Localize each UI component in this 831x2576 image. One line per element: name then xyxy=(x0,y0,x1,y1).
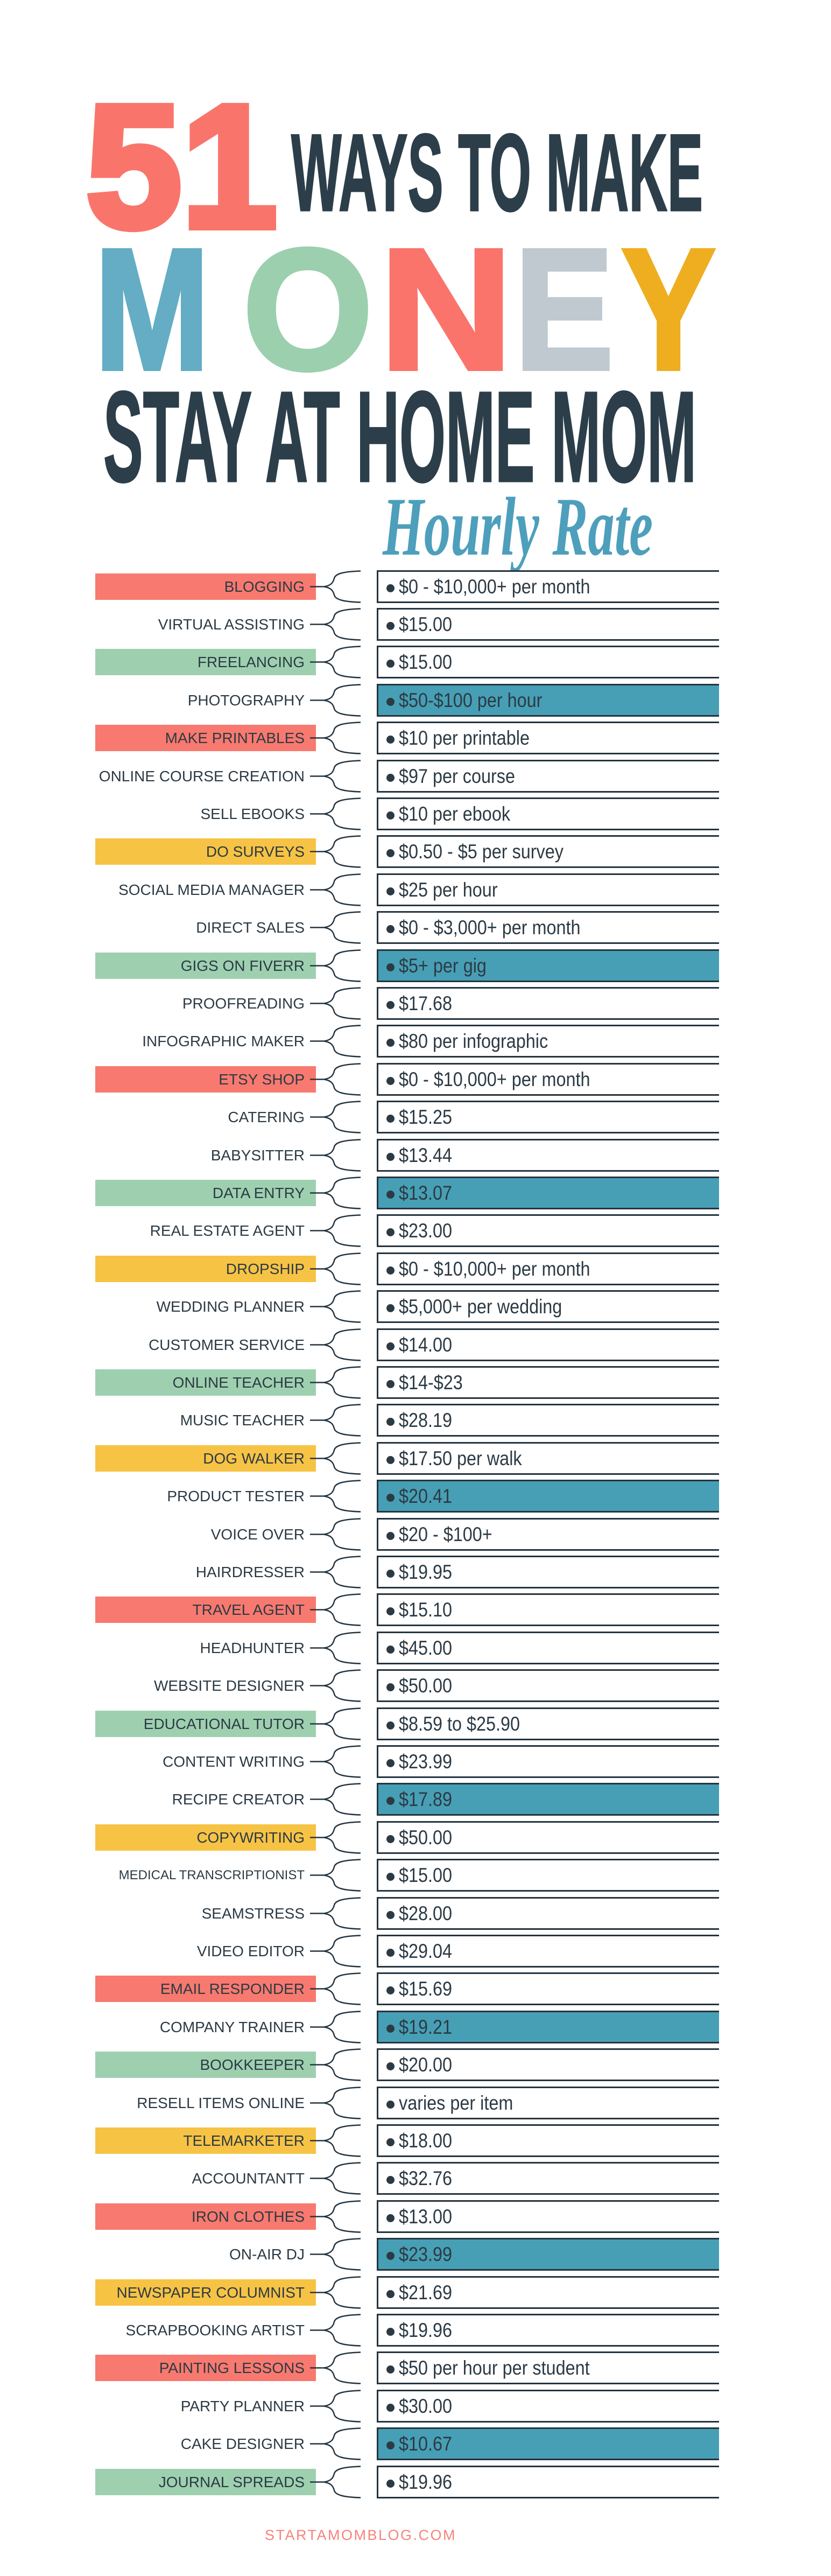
svg-text:E: E xyxy=(515,213,614,405)
svg-text:Y: Y xyxy=(622,213,715,405)
svg-text:STAY AT HOME MOM: STAY AT HOME MOM xyxy=(103,365,696,509)
svg-text:51: 51 xyxy=(86,69,277,264)
svg-text:O: O xyxy=(243,213,373,405)
svg-text:M: M xyxy=(95,213,209,405)
svg-text:Hourly Rate: Hourly Rate xyxy=(382,480,653,573)
svg-text:N: N xyxy=(379,213,513,405)
svg-text:WAYS TO MAKE: WAYS TO MAKE xyxy=(291,111,703,234)
